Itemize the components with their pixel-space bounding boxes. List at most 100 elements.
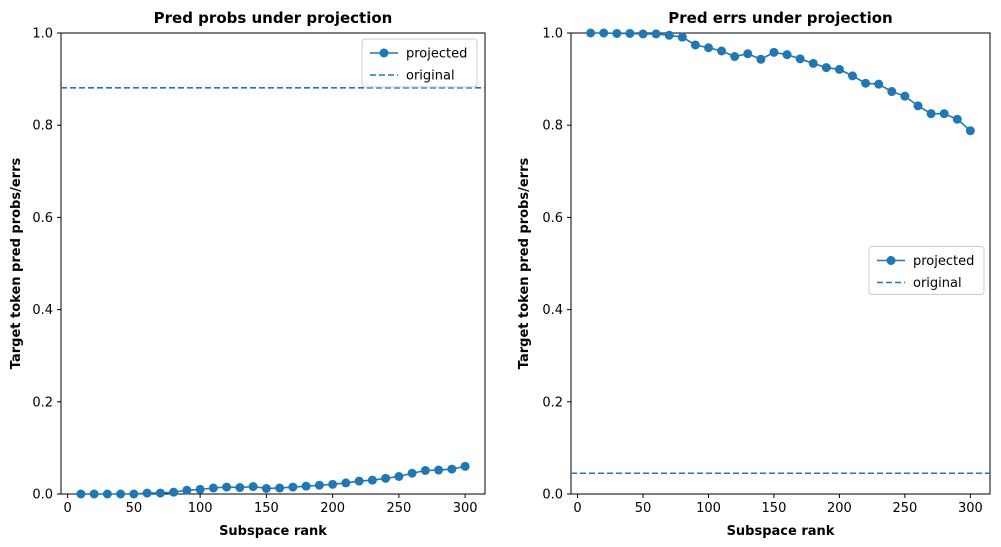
data-point (586, 28, 596, 38)
data-point (769, 47, 779, 57)
data-point (887, 87, 897, 97)
x-tick-label: 250 (892, 501, 917, 516)
data-point (965, 126, 975, 136)
legend-swatch-marker (379, 48, 389, 58)
data-point (182, 485, 192, 495)
data-point (460, 461, 470, 471)
data-point (367, 475, 377, 485)
axes-frame (570, 32, 991, 495)
data-point (717, 46, 727, 56)
x-tick-label: 300 (958, 501, 983, 516)
chart-panel-1: Pred probs under projection 0 50 100 150 200 2… (9, 9, 486, 539)
y-tick-label: 0.6 (542, 211, 563, 226)
data-point (900, 91, 910, 101)
data-point (664, 30, 674, 40)
data-point (434, 465, 444, 475)
data-point (301, 481, 311, 491)
x-tick-label: 150 (762, 501, 787, 516)
data-point (939, 109, 949, 119)
legend: projected original (868, 246, 985, 295)
data-point (834, 64, 844, 74)
data-point (420, 465, 430, 475)
data-point (235, 483, 245, 493)
data-point (155, 488, 165, 498)
data-point (102, 489, 112, 499)
data-point (690, 40, 700, 50)
y-tick-label: 1.0 (32, 27, 53, 42)
data-point (651, 29, 661, 39)
x-tick-label: 100 (696, 501, 721, 516)
x-tick-label: 200 (827, 501, 852, 516)
data-point (874, 79, 884, 89)
legend-label-original: original (913, 276, 962, 291)
data-point (782, 50, 792, 60)
data-point (848, 71, 858, 81)
data-point (926, 109, 936, 119)
data-point (222, 482, 232, 492)
x-tick-label: 0 (573, 501, 581, 516)
y-axis-label: Target token pred probs/errs (517, 158, 532, 370)
data-point (756, 54, 766, 64)
legend-swatch-marker (886, 256, 896, 265)
data-point (730, 52, 740, 62)
x-tick-label: 300 (453, 501, 478, 516)
chart-panel-2: Pred errs under projection 0 50 100 150 200 25… (517, 9, 991, 539)
data-point (638, 29, 648, 39)
data-point (261, 483, 271, 493)
data-point (808, 58, 818, 68)
legend-label-projected: projected (913, 254, 974, 269)
legend-label-original: original (406, 69, 455, 84)
data-point (208, 483, 218, 493)
data-point (341, 478, 351, 488)
data-point (275, 483, 285, 493)
data-point (381, 473, 391, 483)
x-tick-label: 250 (386, 501, 411, 516)
data-point (703, 43, 713, 53)
chart-title: Pred probs under projection (154, 9, 393, 27)
data-point (354, 476, 364, 486)
data-point (394, 471, 404, 481)
data-point (952, 114, 962, 124)
data-point (195, 484, 205, 494)
data-point (612, 28, 622, 38)
y-tick-label: 0.2 (32, 395, 53, 410)
x-axis-label: Subspace rank (727, 524, 835, 539)
data-point (288, 482, 298, 492)
x-tick-label: 100 (188, 501, 213, 516)
data-point (599, 28, 609, 38)
y-tick-label: 0.0 (32, 488, 53, 503)
y-tick-label: 0.4 (32, 303, 53, 318)
y-axis-label: Target token pred probs/errs (9, 158, 24, 370)
chart-title: Pred errs under projection (668, 9, 892, 27)
y-tick-label: 0.2 (542, 395, 563, 410)
y-tick-label: 0.6 (32, 211, 53, 226)
x-axis-label: Subspace rank (219, 524, 327, 539)
data-point (142, 488, 152, 498)
x-tick-label: 50 (635, 501, 652, 516)
x-tick-label: 0 (63, 501, 71, 516)
data-point (169, 487, 179, 497)
data-point (407, 468, 417, 478)
x-tick-label: 150 (254, 501, 279, 516)
data-point (913, 101, 923, 111)
legend: projected original (361, 38, 478, 88)
y-tick-label: 1.0 (542, 27, 563, 42)
data-point (861, 78, 871, 88)
plot-area (61, 87, 485, 499)
y-tick-label: 0.8 (542, 119, 563, 134)
axes-frame (60, 32, 486, 495)
data-point (129, 489, 139, 499)
data-point (743, 49, 753, 59)
data-point (116, 489, 126, 499)
series-projected-line (590, 32, 971, 132)
plot-area (571, 28, 990, 475)
x-tick-label: 50 (126, 501, 143, 516)
data-point (314, 480, 324, 490)
series-projected-line (80, 465, 466, 495)
data-point (76, 489, 86, 499)
data-point (328, 479, 338, 489)
data-point (89, 489, 99, 499)
data-point (821, 63, 831, 73)
y-tick-label: 0.0 (542, 488, 563, 503)
